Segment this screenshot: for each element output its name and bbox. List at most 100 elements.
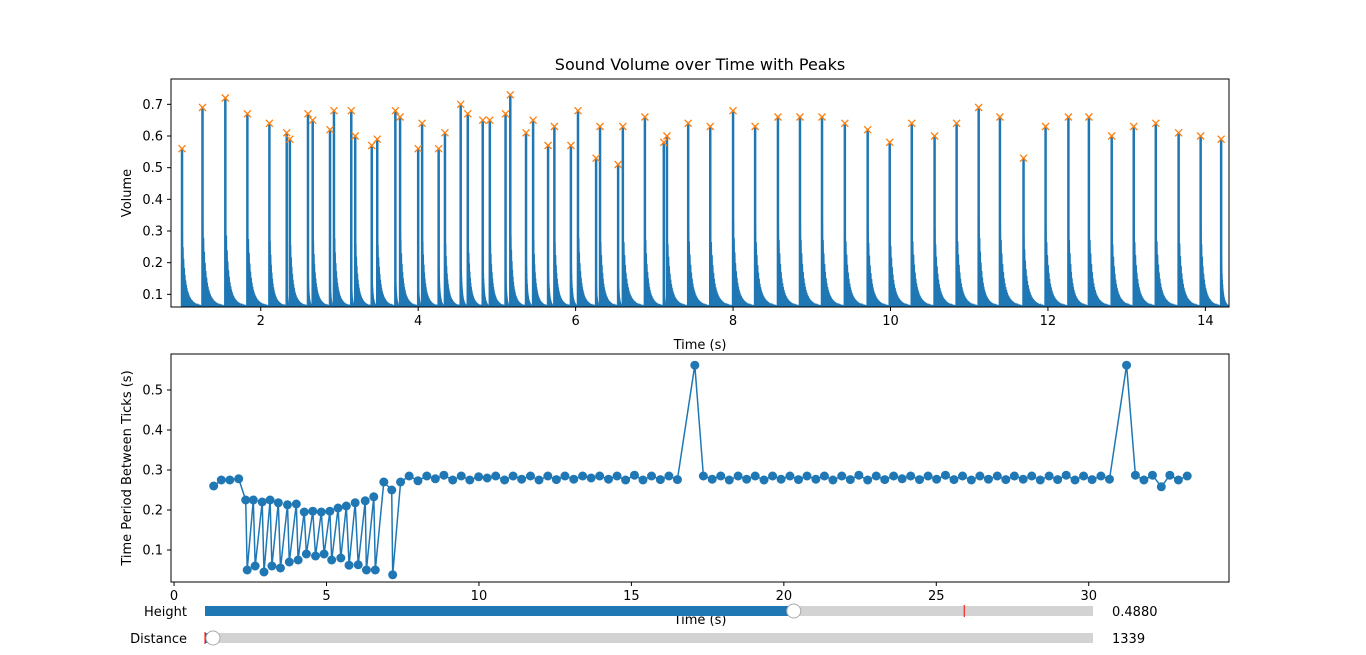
volume-peak-area [1155, 123, 1179, 308]
peak-marker [614, 160, 623, 169]
peak-marker [729, 106, 738, 115]
period-point [785, 471, 795, 481]
volume-peak-area [247, 113, 270, 308]
peak-marker [566, 141, 575, 150]
period-series [209, 360, 1192, 580]
period-point [1044, 471, 1054, 481]
peak-marker [434, 144, 443, 153]
period-point [949, 475, 959, 485]
period-point [327, 555, 337, 565]
period-point [1009, 471, 1019, 481]
period-point [259, 567, 269, 577]
volume-peak-area [799, 116, 822, 308]
peak-marker [1084, 113, 1093, 121]
peak-marker [265, 119, 274, 128]
peak-marker [1217, 135, 1226, 144]
period-point [361, 565, 371, 575]
peak-marker [1196, 132, 1205, 140]
period-x-tick-label: 20 [776, 589, 793, 604]
period-point [551, 475, 561, 485]
peak-marker [840, 119, 849, 128]
peak-marker [347, 106, 356, 115]
distance-slider[interactable]: Distance 1339 [130, 630, 1145, 647]
period-point [716, 471, 726, 481]
period-line [213, 365, 1188, 575]
period-x-tick: 15 [623, 582, 640, 604]
volume-y-tick: 0.7 [142, 98, 171, 113]
peak-marker [706, 122, 715, 131]
volume-peak-area [354, 135, 372, 308]
peak-marker [952, 119, 961, 128]
period-point [560, 471, 570, 481]
volume-peak-area [467, 113, 483, 308]
period-point [336, 553, 346, 563]
period-point [759, 475, 769, 485]
period-x-ticks: 0 5 10 15 20 25 30 [170, 582, 1097, 604]
period-point [1027, 471, 1037, 481]
period-axes-frame [170, 353, 1230, 583]
peak-marker [1174, 128, 1183, 137]
period-point [837, 471, 847, 481]
volume-y-tick-label: 0.3 [142, 225, 163, 240]
peak-marker [1019, 154, 1028, 163]
period-point [265, 495, 275, 505]
volume-axes-frame [170, 78, 1230, 308]
volume-x-tick: 4 [414, 307, 422, 329]
period-point [1096, 471, 1106, 481]
period-point [966, 475, 976, 485]
period-point [983, 474, 993, 484]
period-point [1035, 475, 1045, 485]
volume-peak-area [1133, 126, 1156, 308]
volume-peak-area [889, 142, 912, 308]
volume-y-tick-label: 0.6 [142, 130, 163, 145]
period-x-tick-label: 10 [471, 589, 488, 604]
period-point [301, 549, 311, 559]
period-axes: 0 5 10 15 20 25 30 0.1 0.2 0.3 0.4 0.5 Time (s) Ti… [120, 353, 1230, 628]
height-slider-value: 0.4880 [1112, 605, 1158, 620]
period-point [655, 475, 665, 485]
period-point [1165, 470, 1175, 480]
period-point [932, 474, 942, 484]
period-point [319, 549, 329, 559]
period-point [811, 474, 821, 484]
period-point [508, 471, 518, 481]
volume-x-tick: 8 [729, 307, 737, 329]
volume-peak-area [489, 120, 506, 308]
volume-peak-area [577, 110, 596, 308]
period-point [1061, 470, 1071, 480]
period-y-tick: 0.2 [142, 504, 171, 519]
peak-marker [885, 138, 894, 147]
peak-marker [351, 132, 360, 140]
peak-marker [818, 113, 826, 121]
volume-y-tick: 0.4 [142, 193, 171, 208]
period-point [341, 501, 351, 511]
period-x-tick-label: 0 [170, 589, 178, 604]
period-x-tick-label: 15 [623, 589, 640, 604]
volume-x-tick-label: 4 [414, 314, 422, 329]
period-point [664, 471, 674, 481]
volume-peak-area [1111, 135, 1134, 308]
period-x-tick: 25 [928, 582, 945, 604]
period-point [242, 565, 252, 575]
height-slider[interactable]: Height 0.4880 [144, 603, 1158, 620]
volume-peak-area [709, 126, 733, 308]
period-point [958, 471, 968, 481]
volume-peak-area [532, 120, 548, 308]
peak-marker [243, 109, 252, 118]
volume-peak-area [821, 116, 845, 308]
volume-y-tick: 0.1 [142, 288, 171, 303]
volume-axes: Sound Volume over Time with Peaks 2 4 6 8 10… [120, 55, 1230, 353]
height-slider-handle[interactable] [786, 603, 802, 619]
peak-marker [485, 116, 494, 125]
distance-slider-handle[interactable] [205, 630, 221, 646]
period-x-tick-label: 25 [928, 589, 945, 604]
period-point [525, 471, 535, 481]
period-point [733, 471, 743, 481]
distance-slider-track[interactable] [205, 633, 1093, 643]
volume-peak-area [1088, 116, 1112, 308]
period-point [267, 561, 277, 571]
period-point [257, 497, 267, 507]
volume-x-tick: 2 [257, 307, 265, 329]
peak-marker [596, 122, 604, 131]
volume-x-tick-label: 12 [1040, 314, 1057, 329]
